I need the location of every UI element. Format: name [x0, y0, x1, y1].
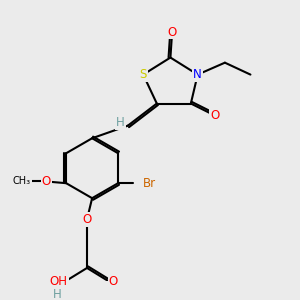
Text: O: O: [82, 213, 91, 226]
Text: Br: Br: [143, 177, 156, 190]
Text: S: S: [140, 68, 147, 81]
Text: O: O: [42, 175, 51, 188]
Text: O: O: [167, 26, 177, 38]
Text: H: H: [116, 116, 125, 129]
Text: H: H: [53, 288, 62, 300]
Text: O: O: [109, 275, 118, 288]
Text: N: N: [193, 68, 202, 81]
Text: OH: OH: [50, 275, 68, 288]
Text: CH₃: CH₃: [13, 176, 31, 187]
Text: O: O: [210, 109, 219, 122]
